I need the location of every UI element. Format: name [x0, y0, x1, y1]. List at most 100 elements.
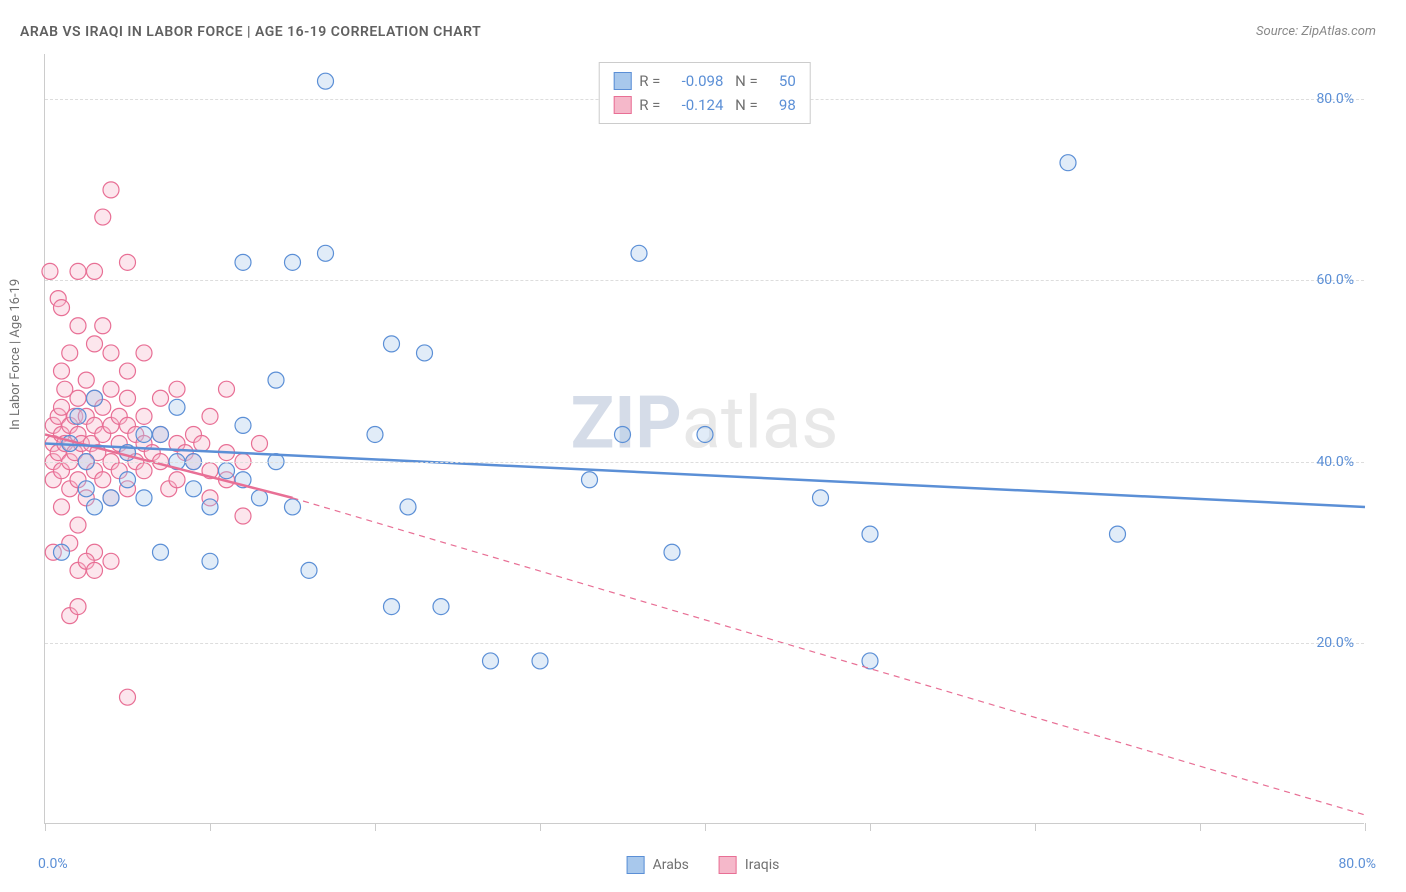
grid-line: [45, 462, 1364, 463]
scatter-point-iraqis: [120, 363, 136, 379]
scatter-point-iraqis: [103, 381, 119, 397]
scatter-point-iraqis: [153, 390, 169, 406]
x-tick: [375, 823, 376, 831]
scatter-point-arabs: [318, 245, 334, 261]
scatter-point-iraqis: [87, 263, 103, 279]
x-tick: [45, 823, 46, 831]
scatter-point-iraqis: [202, 408, 218, 424]
y-tick-label: 80.0%: [1316, 91, 1354, 107]
stat-r-arabs: -0.098: [668, 69, 723, 93]
scatter-point-arabs: [186, 481, 202, 497]
scatter-point-iraqis: [219, 381, 235, 397]
scatter-point-arabs: [285, 254, 301, 270]
x-tick: [1200, 823, 1201, 831]
scatter-point-iraqis: [235, 508, 251, 524]
y-tick-label: 20.0%: [1316, 635, 1354, 651]
scatter-point-arabs: [120, 472, 136, 488]
legend-swatch-arabs: [613, 72, 631, 90]
legend-swatch-arabs-bottom: [627, 856, 645, 874]
legend-stats-row-iraqis: R = -0.124 N = 98: [613, 93, 796, 117]
scatter-point-iraqis: [169, 472, 185, 488]
scatter-point-iraqis: [70, 517, 86, 533]
scatter-point-arabs: [318, 73, 334, 89]
scatter-point-arabs: [697, 426, 713, 442]
scatter-point-arabs: [532, 653, 548, 669]
scatter-point-arabs: [384, 336, 400, 352]
scatter-point-arabs: [483, 653, 499, 669]
stat-r-iraqis: -0.124: [668, 93, 723, 117]
scatter-point-arabs: [400, 499, 416, 515]
chart-title: ARAB VS IRAQI IN LABOR FORCE | AGE 16-19…: [20, 24, 481, 40]
scatter-point-arabs: [1110, 526, 1126, 542]
scatter-point-iraqis: [136, 345, 152, 361]
scatter-point-iraqis: [169, 381, 185, 397]
scatter-point-arabs: [103, 490, 119, 506]
scatter-point-iraqis: [70, 390, 86, 406]
scatter-point-arabs: [87, 499, 103, 515]
scatter-point-arabs: [1060, 155, 1076, 171]
scatter-point-arabs: [87, 390, 103, 406]
scatter-point-iraqis: [103, 345, 119, 361]
scatter-point-arabs: [235, 417, 251, 433]
scatter-point-arabs: [70, 408, 86, 424]
scatter-point-iraqis: [54, 499, 70, 515]
scatter-point-arabs: [153, 544, 169, 560]
scatter-point-arabs: [862, 526, 878, 542]
stat-r-label: R =: [639, 69, 660, 93]
scatter-point-arabs: [78, 481, 94, 497]
x-tick: [1035, 823, 1036, 831]
scatter-point-arabs: [136, 426, 152, 442]
scatter-point-iraqis: [70, 263, 86, 279]
x-tick: [1365, 823, 1366, 831]
x-tick: [540, 823, 541, 831]
scatter-point-arabs: [367, 426, 383, 442]
scatter-point-iraqis: [136, 463, 152, 479]
bottom-legend-arabs: Arabs: [627, 856, 689, 874]
scatter-point-arabs: [384, 599, 400, 615]
scatter-point-iraqis: [95, 318, 111, 334]
legend-stats-row-arabs: R = -0.098 N = 50: [613, 69, 796, 93]
y-tick-label: 40.0%: [1316, 454, 1354, 470]
scatter-point-arabs: [252, 490, 268, 506]
scatter-point-iraqis: [103, 553, 119, 569]
scatter-point-iraqis: [252, 436, 268, 452]
x-axis-min-label: 0.0%: [38, 856, 68, 872]
stat-n-arabs: 50: [766, 69, 796, 93]
source-attribution: Source: ZipAtlas.com: [1256, 24, 1376, 39]
y-tick-label: 60.0%: [1316, 272, 1354, 288]
x-tick: [870, 823, 871, 831]
scatter-point-iraqis: [194, 436, 210, 452]
scatter-point-arabs: [219, 463, 235, 479]
scatter-point-iraqis: [120, 689, 136, 705]
scatter-point-arabs: [54, 544, 70, 560]
scatter-point-iraqis: [95, 472, 111, 488]
x-tick: [705, 823, 706, 831]
plot-area: ZIPatlas R = -0.098 N = 50 R = -0.124 N …: [44, 54, 1364, 824]
scatter-point-arabs: [301, 562, 317, 578]
scatter-point-arabs: [136, 490, 152, 506]
scatter-point-arabs: [582, 472, 598, 488]
scatter-point-arabs: [235, 254, 251, 270]
scatter-point-iraqis: [70, 599, 86, 615]
scatter-point-arabs: [664, 544, 680, 560]
scatter-point-arabs: [285, 499, 301, 515]
stat-n-label: N =: [731, 93, 757, 117]
legend-swatch-iraqis-bottom: [719, 856, 737, 874]
scatter-point-iraqis: [42, 263, 58, 279]
scatter-point-iraqis: [87, 336, 103, 352]
scatter-point-arabs: [202, 499, 218, 515]
bottom-legend: Arabs Iraqis: [627, 856, 780, 874]
y-axis-label: In Labor Force | Age 16-19: [8, 279, 23, 430]
scatter-point-arabs: [169, 399, 185, 415]
scatter-point-arabs: [153, 426, 169, 442]
scatter-point-arabs: [615, 426, 631, 442]
stat-r-label: R =: [639, 93, 660, 117]
scatter-point-iraqis: [120, 254, 136, 270]
scatter-point-iraqis: [136, 408, 152, 424]
scatter-point-iraqis: [95, 209, 111, 225]
scatter-point-arabs: [268, 372, 284, 388]
x-tick: [210, 823, 211, 831]
stat-n-iraqis: 98: [766, 93, 796, 117]
scatter-point-arabs: [417, 345, 433, 361]
scatter-point-arabs: [631, 245, 647, 261]
